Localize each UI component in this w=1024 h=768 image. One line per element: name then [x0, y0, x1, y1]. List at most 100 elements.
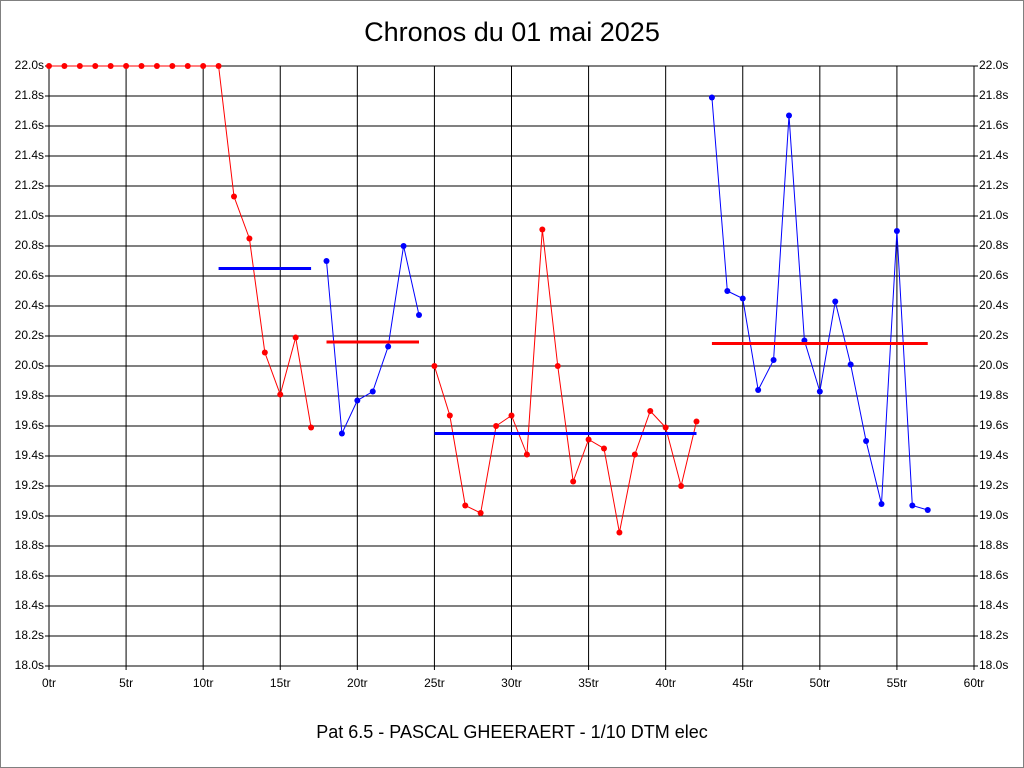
y2-tick-label: 21.8s [979, 88, 1008, 102]
chart-title: Chronos du 01 mai 2025 [364, 17, 660, 47]
data-point [924, 507, 931, 513]
data-point [786, 112, 792, 119]
data-point [431, 363, 438, 369]
x-tick-label: 50tr [809, 676, 830, 690]
y-tick-label: 18.8s [15, 538, 44, 552]
y-tick-label: 21.0s [15, 208, 44, 222]
y-tick-label: 20.2s [15, 328, 44, 342]
data-point [616, 529, 623, 536]
data-point [76, 63, 83, 69]
y-tick-label: 19.8s [15, 388, 44, 402]
data-point [369, 388, 376, 395]
data-point [462, 502, 469, 509]
y2-tick-label: 20.4s [979, 298, 1008, 312]
data-point [755, 387, 762, 393]
y2-tick-label: 20.0s [979, 358, 1008, 372]
data-point [893, 228, 900, 234]
data-point [138, 63, 145, 69]
y2-tick-label: 19.6s [979, 418, 1008, 432]
y2-tick-label: 18.8s [979, 538, 1008, 552]
y2-tick-label: 21.6s [979, 118, 1008, 132]
data-point [153, 63, 160, 69]
x-tick-label: 25tr [424, 676, 445, 690]
y2-tick-label: 20.8s [979, 238, 1008, 252]
y-tick-label: 21.6s [15, 118, 44, 132]
x-tick-label: 0tr [42, 676, 56, 690]
y-tick-label: 21.8s [15, 88, 44, 102]
y2-tick-label: 19.8s [979, 388, 1008, 402]
y2-tick-label: 19.2s [979, 478, 1008, 492]
y2-tick-label: 22.0s [979, 58, 1008, 72]
y-tick-label: 21.2s [15, 178, 44, 192]
data-point [107, 63, 114, 69]
y-tick-label: 18.6s [15, 568, 44, 582]
data-point [770, 357, 777, 363]
x-tick-label: 60tr [964, 676, 985, 690]
data-point [678, 483, 685, 489]
data-point [354, 397, 361, 404]
y-tick-label: 18.0s [15, 658, 44, 672]
data-point [400, 243, 407, 249]
y-tick-label: 19.2s [15, 478, 44, 492]
y2-tick-label: 18.4s [979, 598, 1008, 612]
x-tick-label: 5tr [119, 676, 133, 690]
y2-tick-label: 20.6s [979, 268, 1008, 282]
y2-tick-label: 19.0s [979, 508, 1008, 522]
data-point [878, 501, 885, 507]
data-point [416, 312, 422, 318]
x-tick-label: 15tr [270, 676, 291, 690]
data-point [292, 334, 299, 341]
data-point [523, 451, 530, 458]
data-point [385, 343, 392, 350]
y2-tick-label: 18.6s [979, 568, 1008, 582]
data-point [570, 478, 577, 485]
data-point [92, 63, 99, 69]
y2-tick-label: 18.0s [979, 658, 1008, 672]
y-tick-label: 18.4s [15, 598, 44, 612]
y-tick-label: 19.4s [15, 448, 44, 462]
data-point [601, 445, 607, 452]
data-point [508, 412, 515, 419]
y-tick-label: 20.6s [15, 268, 44, 282]
data-point [446, 412, 453, 419]
data-point [631, 451, 638, 458]
data-point [739, 295, 746, 302]
data-point [816, 388, 823, 395]
data-point [261, 349, 268, 356]
data-point [323, 258, 330, 264]
y-tick-label: 22.0s [15, 58, 44, 72]
y-tick-label: 20.8s [15, 238, 44, 252]
data-point [477, 510, 484, 516]
y2-tick-label: 21.4s [979, 148, 1008, 162]
x-tick-label: 30tr [501, 676, 522, 690]
x-tick-label: 40tr [655, 676, 676, 690]
data-point [585, 436, 592, 443]
data-point [832, 298, 839, 305]
data-point [539, 226, 546, 233]
data-point [215, 63, 222, 69]
x-tick-label: 35tr [578, 676, 599, 690]
data-point [909, 502, 916, 509]
x-tick-label: 45tr [732, 676, 753, 690]
data-point [338, 430, 345, 437]
data-point [693, 418, 700, 425]
x-tick-label: 55tr [887, 676, 908, 690]
y2-tick-label: 19.4s [979, 448, 1008, 462]
data-point [200, 63, 207, 69]
data-point [493, 423, 500, 429]
x-tick-label: 10tr [193, 676, 214, 690]
y2-tick-label: 21.2s [979, 178, 1008, 192]
data-point [184, 63, 191, 69]
data-point [169, 63, 176, 69]
data-point [246, 235, 253, 242]
y-tick-label: 19.0s [15, 508, 44, 522]
data-point [231, 193, 237, 200]
y2-tick-label: 21.0s [979, 208, 1008, 222]
data-point [847, 361, 854, 368]
data-point [123, 63, 130, 69]
y2-tick-label: 20.2s [979, 328, 1008, 342]
data-point [277, 391, 284, 398]
data-point [61, 63, 68, 69]
data-point [863, 438, 870, 444]
